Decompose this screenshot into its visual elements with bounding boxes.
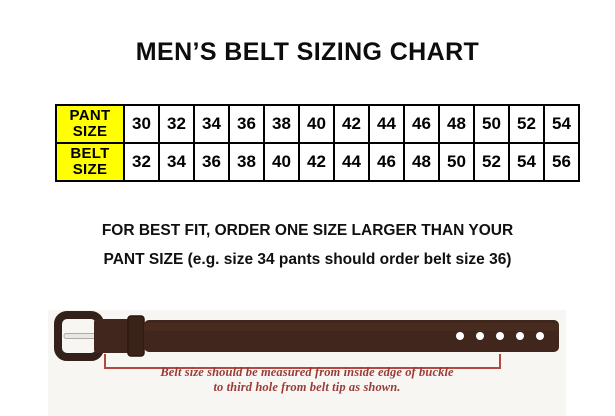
row-header-line-1: BELT (70, 145, 110, 162)
pant-size-cell: 52 (508, 104, 545, 144)
belt-measurement-caption: Belt size should be measured from inside… (48, 365, 566, 395)
row-header-pant-size: PANT SIZE (55, 104, 125, 144)
pant-size-cell: 30 (123, 104, 160, 144)
belt-size-cell: 48 (403, 142, 440, 182)
pant-size-cell: 44 (368, 104, 405, 144)
belt-size-cell: 36 (193, 142, 230, 182)
belt-hole (476, 332, 484, 340)
belt-strap-buckle-end (94, 319, 130, 353)
pant-size-cell: 48 (438, 104, 475, 144)
pant-size-cell: 40 (298, 104, 335, 144)
belt-size-cell: 32 (123, 142, 160, 182)
belt-sizing-table: PANT SIZE 30 32 34 36 38 40 42 44 46 48 … (55, 104, 580, 182)
belt-hole (456, 332, 464, 340)
measurement-bracket (104, 354, 501, 369)
belt-strap-highlight (144, 323, 559, 331)
belt-hole (536, 332, 544, 340)
belt-size-cell: 46 (368, 142, 405, 182)
belt-hole (516, 332, 524, 340)
belt-size-cell: 38 (228, 142, 265, 182)
belt-size-cell: 56 (543, 142, 580, 182)
belt-size-cell: 54 (508, 142, 545, 182)
belt-size-cell: 40 (263, 142, 300, 182)
pant-size-cell: 38 (263, 104, 300, 144)
belt-size-cell: 52 (473, 142, 510, 182)
table-row-pant-size: PANT SIZE 30 32 34 36 38 40 42 44 46 48 … (55, 104, 580, 144)
pant-size-cell: 50 (473, 104, 510, 144)
pant-size-cell: 54 (543, 104, 580, 144)
page-title: MEN’S BELT SIZING CHART (135, 38, 480, 66)
pant-size-cell: 36 (228, 104, 265, 144)
belt-keeper-loop (127, 315, 145, 357)
pant-size-cell: 32 (158, 104, 195, 144)
instruction-line-2: PANT SIZE (e.g. size 34 pants should ord… (103, 251, 512, 268)
table-row-belt-size: BELT SIZE 32 34 36 38 40 42 44 46 48 50 … (55, 142, 580, 182)
pant-size-cell: 34 (193, 104, 230, 144)
belt-size-cell: 34 (158, 142, 195, 182)
row-header-belt-size: BELT SIZE (55, 142, 125, 182)
fit-instruction-text: FOR BEST FIT, ORDER ONE SIZE LARGER THAN… (0, 216, 615, 274)
pant-size-cell: 46 (403, 104, 440, 144)
caption-line-1: Belt size should be measured from inside… (160, 365, 454, 379)
caption-line-2: to third hole from belt tip as shown. (213, 380, 401, 394)
belt-size-cell: 50 (438, 142, 475, 182)
belt-size-cell: 42 (298, 142, 335, 182)
row-header-line-2: SIZE (72, 123, 108, 140)
belt-size-cell: 44 (333, 142, 370, 182)
belt-hole (496, 332, 504, 340)
belt-illustration (54, 311, 559, 369)
instruction-line-1: FOR BEST FIT, ORDER ONE SIZE LARGER THAN… (101, 222, 514, 239)
row-header-line-2: SIZE (72, 161, 108, 178)
pant-size-cell: 42 (333, 104, 370, 144)
belt-diagram-panel: Belt size should be measured from inside… (48, 310, 566, 416)
row-header-line-1: PANT (69, 107, 111, 124)
